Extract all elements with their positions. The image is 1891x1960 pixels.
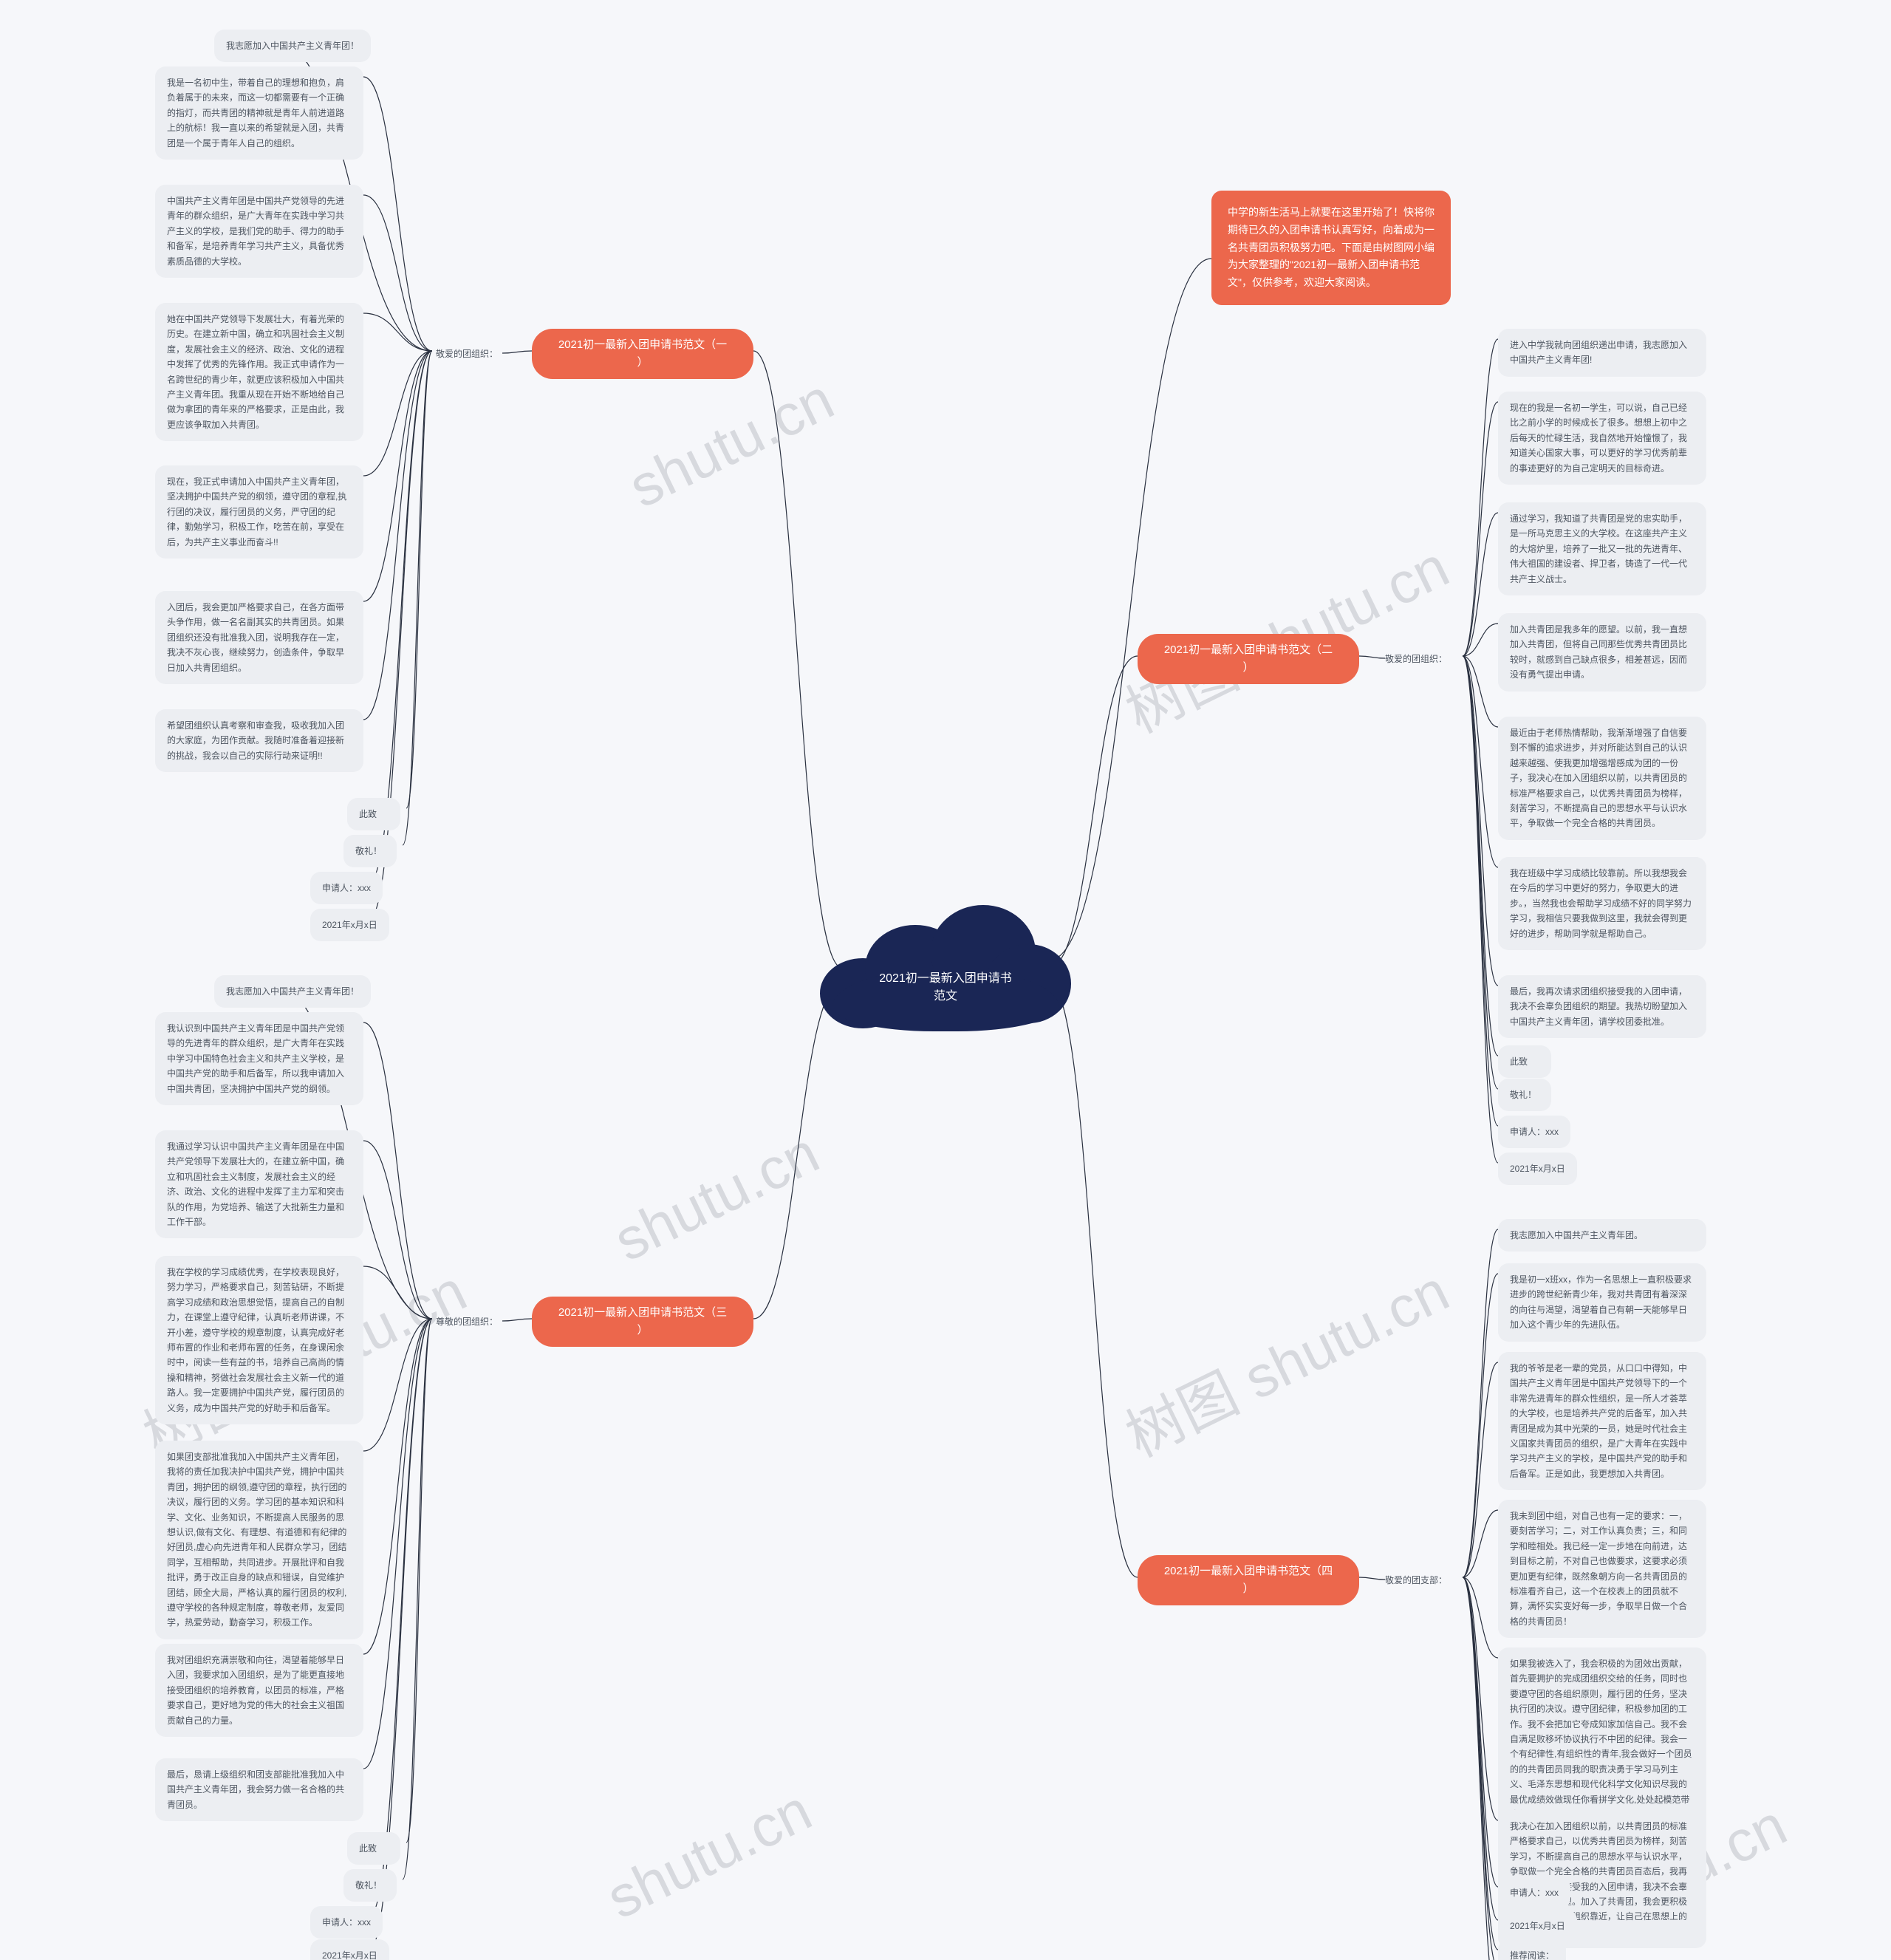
leaf-node: 我对团组织充满崇敬和向往，渴望着能够早日入团，我要求加入团组织，是为了能更直接地… [155, 1644, 363, 1737]
leaf-node: 我的爷爷是老一辈的党员，从口口中得知，中国共产主义青年团是中国共产党领导下的一个… [1498, 1352, 1706, 1490]
leaf-node: 加入共青团是我多年的愿望。以前，我一直想加入共青团，但将自己同那些优秀共青团员比… [1498, 613, 1706, 692]
leaf-node: 我是初一x班xx，作为一名思想上一直积极要求进步的跨世纪新青少年，我对共青团有着… [1498, 1263, 1706, 1342]
leaf-node: 我在班级中学习成绩比较靠前。所以我想我会在今后的学习中更好的努力，争取更大的进步… [1498, 857, 1706, 950]
watermark: 树图 shutu.cn [1110, 1246, 1460, 1473]
leaf-node: 我认识到中国共产主义青年团是中国共产党领导的先进青年的群众组织，是广大青年在实践… [155, 1012, 363, 1105]
leaf-node: 敬礼！ [1498, 1079, 1551, 1111]
leaf-node: 我志愿加入中国共产主义青年团！ [214, 30, 371, 62]
leaf-node: 我志愿加入中国共产主义青年团。 [1498, 1219, 1706, 1252]
leaf-node: 进入中学我就向团组织递出申请，我志愿加入中国共产主义青年团! [1498, 329, 1706, 377]
leaf-node: 申请人：xxx [310, 1906, 383, 1939]
leaf-node: 申请人：xxx [310, 872, 383, 904]
branch-node: 2021初一最新入团申请书范文（一） [532, 329, 753, 379]
leaf-node: 2021年x月x日 [1498, 1910, 1577, 1942]
leaf-node: 现在的我是一名初一学生，可以说，自己已经比之前小学的时候成长了很多。想想上初中之… [1498, 392, 1706, 485]
leaf-node: 我通过学习认识中国共产主义青年团是在中国共产党领导下发展壮大的，在建立新中国，确… [155, 1130, 363, 1238]
leaf-node: 希望团组织认真考察和审查我，吸收我加入团的大家庭，为团作贡献。我随时准备着迎接新… [155, 709, 363, 772]
leaf-node: 如果团支部批准我加入中国共产主义青年团，我将的责任加我决护中国共产党，拥护中国共… [155, 1441, 363, 1639]
sub-label: 尊敬的团组织： [436, 1315, 498, 1328]
leaf-node: 敬礼！ [343, 835, 397, 867]
leaf-node: 2021年x月x日 [310, 909, 389, 941]
center-topic: 2021初一最新入团申请书范文 [820, 905, 1071, 1045]
leaf-node: 我未到团中组，对自己也有一定的要求：一，要刻苦学习；二，对工作认真负责；三，和同… [1498, 1500, 1706, 1638]
leaf-node: 最近由于老师热情帮助，我渐渐增强了自信要到不懈的追求进步，并对所能达到自己的认识… [1498, 717, 1706, 840]
leaf-node: 通过学习，我知道了共青团是党的忠实助手，是一所马克思主义的大学校。在这座共产主义… [1498, 502, 1706, 595]
leaf-node: 此致 [347, 798, 400, 830]
sub-label: 敬爱的团组织： [436, 347, 498, 360]
leaf-node: 我志愿加入中国共产主义青年团！ [214, 975, 371, 1008]
leaf-node: 我在学校的学习成绩优秀，在学校表现良好，努力学习，严格要求自己，刻苦钻研，不断提… [155, 1256, 363, 1424]
intro-text: 中学的新生活马上就要在这里开始了！快将你期待已久的入团申请书认真写好，向着成为一… [1228, 206, 1435, 288]
watermark: shutu.cn [604, 1119, 830, 1274]
leaf-node: 此致 [1498, 1045, 1551, 1078]
branch-node: 2021初一最新入团申请书范文（三） [532, 1297, 753, 1347]
intro-box: 中学的新生活马上就要在这里开始了！快将你期待已久的入团申请书认真写好，向着成为一… [1211, 191, 1451, 305]
sub-label: 敬爱的团支部： [1385, 1574, 1447, 1586]
branch-node: 2021初一最新入团申请书范文（四） [1138, 1555, 1359, 1605]
leaf-node: 最后，我再次请求团组织接受我的入团申请，我决不会辜负团组织的期望。我热切盼望加入… [1498, 975, 1706, 1038]
leaf-node: 此致 [347, 1832, 400, 1865]
leaf-node: 推荐阅读： [1498, 1939, 1566, 1960]
center-topic-label: 2021初一最新入团申请书范文 [857, 945, 1034, 1005]
leaf-node: 现在，我正式申请加入中国共产主义青年团，坚决拥护中国共产党的纲领，遵守团的章程,… [155, 465, 363, 559]
leaf-node: 我是一名初中生，带着自己的理想和抱负，肩负着属于的未来，而这一切都需要有一个正确… [155, 66, 363, 160]
leaf-node: 2021年x月x日 [1498, 1153, 1577, 1185]
leaf-node: 最后，恳请上级组织和团支部能批准我加入中国共产主义青年团，我会努力做一名合格的共… [155, 1758, 363, 1821]
leaf-node: 入团后，我会更加严格要求自己，在各方面带头争作用，做一名名副其实的共青团员。如果… [155, 591, 363, 684]
leaf-node: 如果我被选入了，我会积极的为团效出贡献，首先要拥护的完成团组织交给的任务，同时也… [1498, 1647, 1706, 1831]
leaf-node: 申请人：xxx [1498, 1877, 1570, 1909]
leaf-node: 她在中国共产党领导下发展壮大，有着光荣的历史。在建立新中国，确立和巩固社会主义制… [155, 303, 363, 441]
leaf-node: 2021年x月x日 [310, 1939, 389, 1960]
watermark: shutu.cn [619, 365, 844, 521]
sub-label: 敬爱的团组织： [1385, 652, 1447, 665]
leaf-node: 中国共产主义青年团是中国共产党领导的先进青年的群众组织，是广大青年在实践中学习共… [155, 185, 363, 278]
leaf-node: 敬礼！ [343, 1869, 397, 1902]
watermark: shutu.cn [597, 1776, 822, 1932]
branch-node: 2021初一最新入团申请书范文（二） [1138, 634, 1359, 684]
leaf-node: 申请人：xxx [1498, 1116, 1570, 1148]
